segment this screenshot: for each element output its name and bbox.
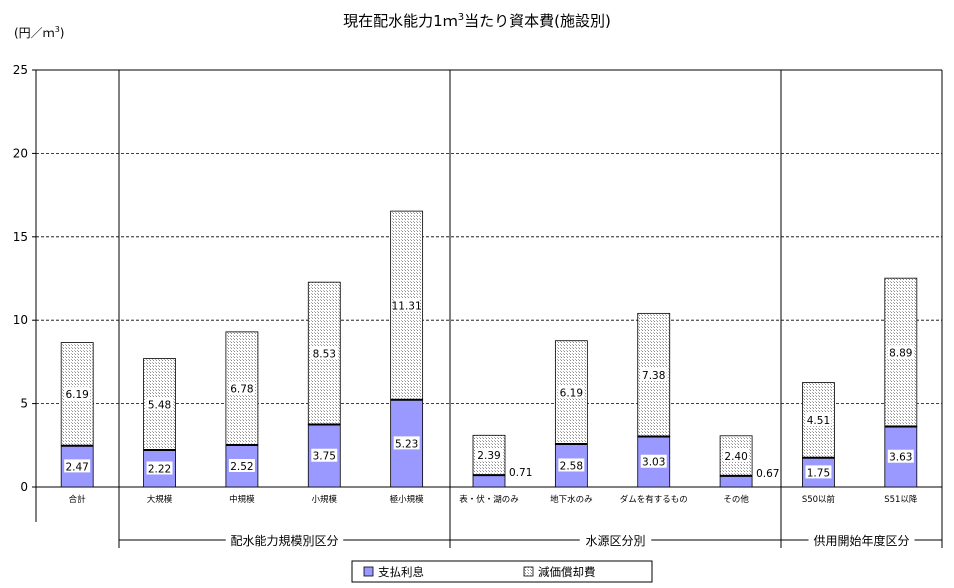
category-label: その他 xyxy=(723,494,749,505)
legend-label: 減価償却費 xyxy=(538,565,596,579)
data-label-depreciation: 6.19 xyxy=(65,389,88,401)
category-label: 合計 xyxy=(69,494,87,505)
category-label: 地下水のみ xyxy=(550,494,593,505)
bar-interest xyxy=(472,474,506,488)
data-label-bg xyxy=(228,381,255,395)
bar-interest xyxy=(719,475,753,488)
y-unit-rest: ) xyxy=(59,26,65,40)
category-label: ダムを有するもの xyxy=(620,494,688,505)
group-label: 供用開始年度区分 xyxy=(813,533,909,548)
data-label-depreciation: 8.89 xyxy=(889,347,912,359)
data-label-bg xyxy=(393,298,420,312)
data-label-interest: 0.67 xyxy=(756,468,779,480)
y-tick-label: 5 xyxy=(20,397,28,411)
group-label: 配水能力規模別区分 xyxy=(230,533,338,548)
data-label-bg xyxy=(887,345,914,359)
chart-title: 現在配水能力1ｍ3当たり資本費(施設別) xyxy=(0,10,954,31)
category-label: S51以降 xyxy=(884,494,918,505)
data-label-bg xyxy=(640,454,667,468)
y-unit-sup: 3 xyxy=(54,25,60,34)
data-label-interest: 3.75 xyxy=(313,451,336,463)
legend-box xyxy=(351,560,653,583)
data-label-bg xyxy=(146,461,173,475)
y-tick-label: 20 xyxy=(13,146,28,160)
data-label-interest: 1.75 xyxy=(807,467,830,479)
data-label-bg xyxy=(64,387,91,401)
data-label-interest: 3.03 xyxy=(642,457,665,469)
x-axis: 合計 大規模 中規模 小規模 極小規模 表・伏・湖のみ 地下水のみ ダムを有するもの その他 S5… xyxy=(69,494,918,505)
legend-swatch xyxy=(363,566,374,577)
data-label-bg xyxy=(311,346,338,360)
legend-swatch xyxy=(523,566,534,577)
category-label: 大規模 xyxy=(147,494,173,505)
chart-title-rest: 当たり資本費(施設別) xyxy=(464,12,611,30)
y-tick-label: 25 xyxy=(13,63,28,77)
y-tick-label: 10 xyxy=(13,313,28,327)
y-tick-label: 0 xyxy=(20,480,28,494)
data-label-depreciation: 6.19 xyxy=(560,387,583,399)
data-label-depreciation: 7.38 xyxy=(642,370,665,382)
bars-layer: 6.19 2.47 5.48 2.22 6.78 2.52 8.53 3.75 11.31 5.2… xyxy=(60,210,918,488)
data-label-depreciation: 5.48 xyxy=(148,399,171,411)
data-label-bg xyxy=(558,458,585,472)
y-tick-label: 15 xyxy=(13,230,28,244)
category-label: 中規模 xyxy=(229,494,255,505)
data-label-depreciation: 4.51 xyxy=(807,415,830,427)
data-label-interest: 2.47 xyxy=(65,461,88,473)
data-label-bg xyxy=(805,413,832,427)
data-label-interest: 2.58 xyxy=(560,460,583,472)
data-label-bg xyxy=(64,459,91,473)
data-label-bg xyxy=(723,448,750,462)
category-label: 小規模 xyxy=(312,494,338,505)
data-label-depreciation: 6.78 xyxy=(230,383,253,395)
data-label-bg xyxy=(640,367,667,381)
data-label-bg xyxy=(558,385,585,399)
data-label-depreciation: 2.40 xyxy=(724,451,747,463)
data-label-bg xyxy=(476,448,502,462)
y-unit-main: (円／ｍ xyxy=(14,26,55,40)
data-label-depreciation: 2.39 xyxy=(477,450,500,462)
y-axis-unit-label: (円／ｍ3) xyxy=(14,24,64,41)
data-label-interest: 3.63 xyxy=(889,452,912,464)
group-label: 水源区分別 xyxy=(585,534,645,548)
legend: 支払利息 減価償却費 xyxy=(351,560,653,583)
legend-label: 支払利息 xyxy=(378,565,424,579)
data-label-bg xyxy=(393,436,420,450)
grid-layer xyxy=(36,152,942,405)
data-label-interest: 2.52 xyxy=(230,461,253,473)
chart-title-sup: 3 xyxy=(457,12,465,23)
data-label-bg xyxy=(311,448,338,462)
data-label-bg xyxy=(228,458,255,472)
data-label-bg xyxy=(887,449,914,463)
chart-title-main: 現在配水能力1ｍ xyxy=(343,12,458,30)
data-label-depreciation: 8.53 xyxy=(313,348,336,360)
category-label: 極小規模 xyxy=(390,494,425,505)
data-label-interest: 0.71 xyxy=(509,467,532,479)
data-label-bg xyxy=(146,397,173,411)
category-label: 表・伏・湖のみ xyxy=(459,494,519,505)
group-axis: 配水能力規模別区分 水源区分別 供用開始年度区分 xyxy=(35,70,943,548)
category-label: S50以前 xyxy=(802,494,836,505)
data-label-depreciation: 11.31 xyxy=(392,300,422,312)
data-label-bg xyxy=(805,465,832,479)
data-label-interest: 2.22 xyxy=(148,463,171,475)
data-label-interest: 5.23 xyxy=(395,438,418,450)
